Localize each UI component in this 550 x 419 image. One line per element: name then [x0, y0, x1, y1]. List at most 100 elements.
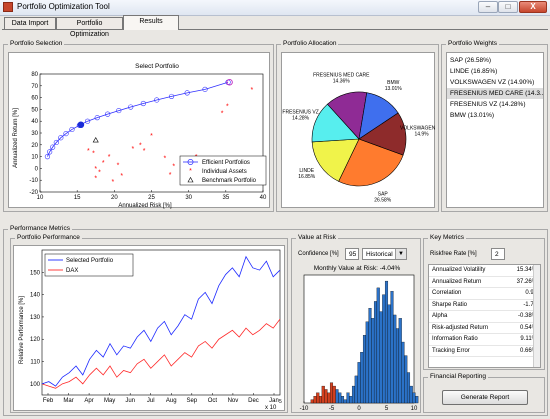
efficient-portfolio-point[interactable] [154, 97, 160, 103]
metric-row: Annualized Volatility 15.34% [429, 265, 540, 277]
histogram-bar [362, 335, 367, 404]
weight-item-fresenius-med-care[interactable]: FRESENIUS MED CARE (14.3... [447, 88, 543, 99]
tab-results[interactable]: Results [123, 15, 179, 30]
tab-portfolio-optimization[interactable]: Portfolio Optimization [56, 17, 123, 38]
individual-asset-point[interactable]: * [139, 142, 142, 149]
individual-asset-point[interactable]: * [111, 179, 114, 186]
selected-portfolio-point[interactable] [77, 121, 85, 129]
individual-asset-point[interactable]: * [172, 164, 175, 171]
efficient-portfolio-point[interactable] [168, 93, 175, 100]
x-tick-label: Sep [186, 398, 197, 404]
pie-slice[interactable] [338, 138, 404, 187]
portfolio-weights-panel: Portfolio Weights SAP (26.58%) LINDE (16… [441, 40, 548, 212]
individual-asset-point[interactable]: * [117, 162, 120, 169]
histogram-bar [324, 389, 328, 404]
histogram-bar [349, 396, 353, 404]
pie-label-name: LINDE [299, 168, 314, 174]
individual-asset-point[interactable]: * [98, 169, 101, 176]
individual-asset-point[interactable]: * [169, 172, 172, 179]
efficient-portfolio-point[interactable] [44, 153, 51, 160]
efficient-portfolio-point[interactable] [202, 86, 208, 92]
individual-asset-point[interactable]: * [164, 155, 167, 162]
efficient-portfolio-point[interactable] [105, 111, 111, 117]
efficient-portfolio-point[interactable] [47, 149, 53, 155]
pie-label-value: 16.85% [298, 174, 316, 180]
y-tick-label: 30 [31, 131, 38, 137]
individual-asset-point[interactable]: * [94, 175, 97, 182]
var-histogram-chart[interactable]: Monthly Value at Risk: -4.04% -10 -5 0 5 10 [292, 263, 422, 413]
weight-item-fresenius-vz[interactable]: FRESENIUS VZ (14.28%) [450, 101, 526, 108]
x-tick-label: Nov [228, 398, 239, 404]
efficient-portfolio-point[interactable] [128, 104, 134, 110]
individual-asset-point[interactable]: * [143, 148, 146, 155]
performance-metrics-title: Performance Metrics [8, 225, 72, 232]
individual-asset-point[interactable]: * [226, 103, 229, 110]
individual-asset-point[interactable]: * [150, 133, 153, 140]
generate-report-button[interactable]: Generate Report [442, 390, 528, 405]
pie-label-name: VOLKSWAGEN VZ [400, 126, 436, 132]
efficient-portfolio-point[interactable] [58, 135, 64, 141]
weight-item-bmw[interactable]: BMW (13.01%) [450, 112, 495, 119]
window-title: Portfolio Optimization Tool [17, 2, 110, 11]
individual-asset-point[interactable]: * [132, 146, 135, 153]
efficient-frontier-chart[interactable]: Select Portfolio Annualized Risk [%] Ann… [9, 53, 271, 209]
highlighted-portfolio-point[interactable] [226, 79, 233, 86]
tab-strip: Data Import Portfolio Optimization Resul… [2, 15, 548, 38]
efficient-portfolio-point[interactable] [116, 107, 122, 114]
weight-item-volkswagen[interactable]: VOLKSWAGEN VZ (14.90%) [450, 79, 535, 86]
minimize-button[interactable]: – [478, 1, 498, 13]
performance-series [41, 255, 281, 389]
individual-asset-point[interactable]: * [87, 148, 90, 155]
weights-listbox[interactable]: SAP (26.58%) LINDE (16.85%) VOLKSWAGEN V… [446, 52, 544, 208]
key-metrics-table[interactable]: Annualized Volatility 15.34% Annualized R… [428, 264, 541, 368]
individual-asset-point[interactable]: * [108, 154, 111, 161]
individual-asset-point[interactable]: * [221, 110, 224, 117]
efficient-portfolio-point[interactable] [50, 144, 56, 150]
y-tick-label: 80 [31, 72, 38, 78]
allocation-pie-box[interactable]: SAP 26.58% LINDE 16.85% FRESENIUS VZ 14.28% FR… [281, 52, 443, 209]
chevron-down-icon[interactable]: ▼ [395, 249, 406, 259]
efficient-portfolio-point[interactable] [94, 115, 100, 121]
portfolio-allocation-title: Portfolio Allocation [281, 40, 339, 47]
weight-item-linde[interactable]: LINDE (16.85%) [450, 68, 498, 75]
individual-asset-point[interactable]: * [92, 151, 95, 158]
key-metrics-title: Key Metrics [428, 234, 466, 241]
riskfree-input[interactable]: 2 [491, 248, 505, 260]
tab-data-import[interactable]: Data Import [4, 17, 56, 29]
y-tick-label: -10 [29, 178, 38, 184]
close-button[interactable]: X [519, 1, 547, 13]
performance-legend: Selected Portfolio DAX [44, 253, 134, 277]
individual-asset-point[interactable]: * [120, 173, 123, 180]
pie-slice[interactable] [358, 112, 407, 156]
histogram-bar [376, 287, 380, 404]
x-tick-label: -5 [329, 406, 335, 412]
individual-asset-point[interactable]: * [102, 160, 105, 167]
var-method-select[interactable]: Historical ▼ [362, 248, 407, 260]
efficient-portfolio-point[interactable] [69, 126, 75, 133]
pie-label-value: 13.01% [385, 86, 403, 92]
x-tick-label: 25 [148, 195, 155, 201]
efficient-portfolio-point[interactable] [53, 139, 59, 146]
benchmark-point[interactable] [92, 136, 99, 143]
portfolio-scatter-box[interactable]: Select Portfolio Annualized Risk [%] Ann… [8, 52, 271, 209]
efficient-portfolio-point[interactable] [140, 100, 146, 107]
pie-slice[interactable] [311, 138, 360, 182]
maximize-button[interactable]: □ [498, 1, 518, 13]
individual-asset-point[interactable]: * [94, 166, 97, 173]
metrics-scrollbar[interactable] [533, 265, 540, 367]
x-axis-label: Annualized Risk [%] [118, 203, 172, 209]
histogram-bar [360, 352, 364, 404]
legend-benchmark-portfolio: Benchmark Portfolio [202, 178, 257, 184]
weight-item-sap[interactable]: SAP (26.58%) [450, 57, 492, 64]
performance-line-chart[interactable]: Relative Performance [%] 100 110 120 130 140… [14, 246, 286, 412]
confidence-input[interactable]: 95 [345, 248, 359, 260]
efficient-frontier-line [47, 81, 229, 157]
y-axis-label: Annualized Return [%] [13, 108, 19, 168]
efficient-portfolio-point[interactable] [84, 118, 91, 124]
performance-line-box[interactable]: Relative Performance [%] 100 110 120 130 140… [13, 245, 285, 411]
individual-asset-point[interactable]: * [250, 87, 253, 94]
histogram-bar [354, 375, 358, 404]
efficient-portfolio-point[interactable] [63, 130, 69, 137]
efficient-portfolio-point[interactable] [184, 90, 190, 96]
